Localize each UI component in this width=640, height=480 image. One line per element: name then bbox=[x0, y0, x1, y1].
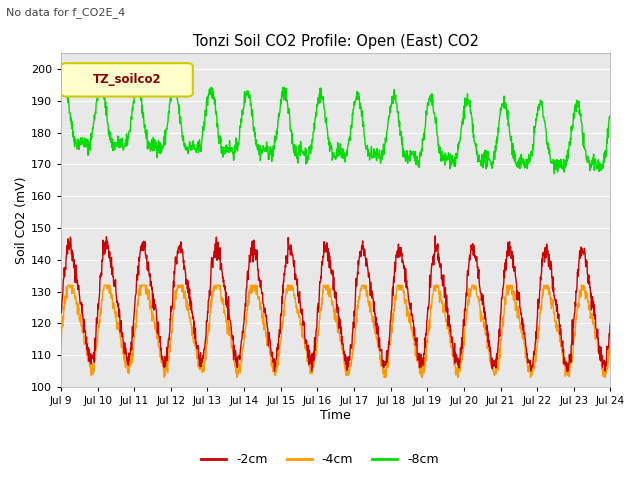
Text: No data for f_CO2E_4: No data for f_CO2E_4 bbox=[6, 7, 125, 18]
Title: Tonzi Soil CO2 Profile: Open (East) CO2: Tonzi Soil CO2 Profile: Open (East) CO2 bbox=[193, 34, 479, 49]
Legend: -2cm, -4cm, -8cm: -2cm, -4cm, -8cm bbox=[196, 448, 444, 471]
Text: TZ_soilco2: TZ_soilco2 bbox=[93, 73, 161, 86]
X-axis label: Time: Time bbox=[320, 409, 351, 422]
FancyBboxPatch shape bbox=[61, 63, 193, 96]
Y-axis label: Soil CO2 (mV): Soil CO2 (mV) bbox=[15, 176, 28, 264]
